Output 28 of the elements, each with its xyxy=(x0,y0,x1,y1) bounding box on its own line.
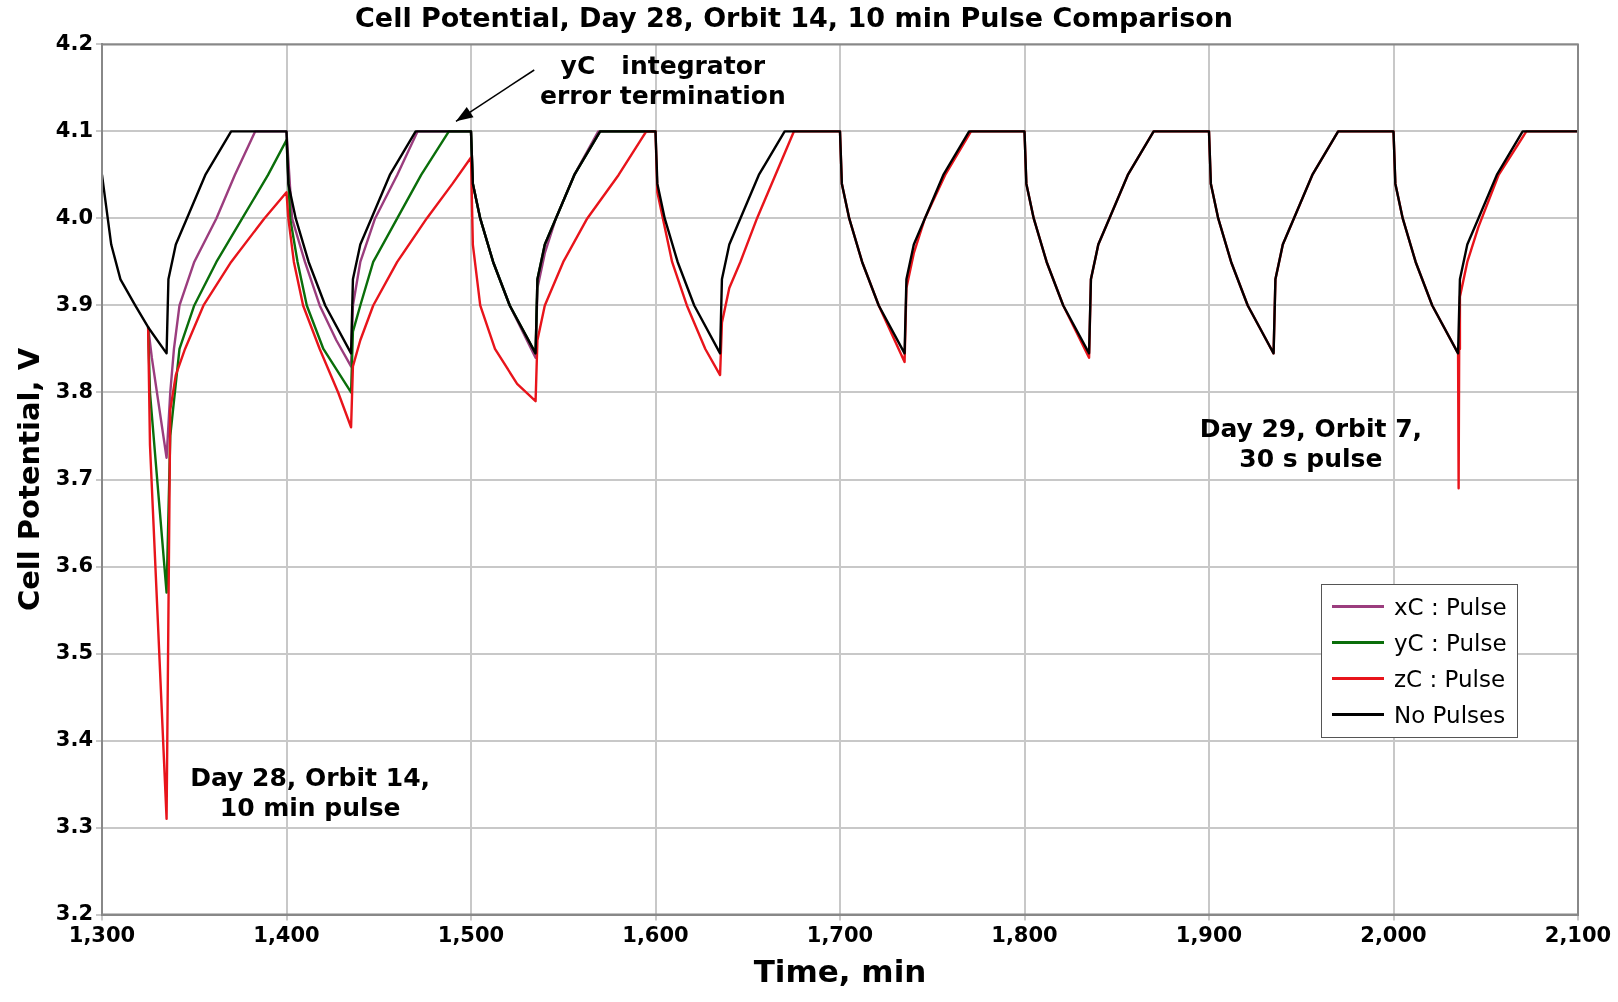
legend-label: No Pulses xyxy=(1394,701,1506,728)
y-tick-label: 3.8 xyxy=(55,378,93,403)
y-tick-label: 3.9 xyxy=(55,291,93,316)
legend-label: zC : Pulse xyxy=(1394,665,1506,692)
y-tick-label: 3.7 xyxy=(55,465,93,490)
x-tick-label: 1,900 xyxy=(1175,922,1243,947)
y-tick-label: 3.6 xyxy=(55,552,93,577)
x-tick-label: 2,100 xyxy=(1544,922,1612,947)
y-tick-label: 3.4 xyxy=(55,727,93,752)
y-axis-title: Cell Potential, V xyxy=(11,347,46,612)
x-tick-label: 2,000 xyxy=(1360,922,1427,947)
legend-label: yC : Pulse xyxy=(1394,629,1507,656)
y-tick-label: 4.1 xyxy=(55,117,93,142)
annotation: yC integrator error termination xyxy=(539,51,786,111)
x-tick-label: 1,700 xyxy=(806,922,874,947)
x-tick-label: 1,600 xyxy=(622,922,689,947)
x-tick-label: 1,400 xyxy=(253,922,320,947)
annotation: Day 29, Orbit 7, 30 s pulse xyxy=(1199,414,1423,474)
y-tick-label: 4.0 xyxy=(55,204,93,229)
x-tick-label: 1,800 xyxy=(991,922,1058,947)
chart-title: Cell Potential, Day 28, Orbit 14, 10 min Pulse Comparison xyxy=(354,2,1234,34)
y-tick-label: 3.5 xyxy=(55,639,93,664)
annotation: Day 28, Orbit 14, 10 min pulse xyxy=(190,763,431,823)
y-tick-label: 3.3 xyxy=(55,814,93,839)
legend-label: xC : Pulse xyxy=(1394,593,1507,620)
x-axis-title: Time, min xyxy=(753,953,927,990)
y-tick-label: 4.2 xyxy=(55,30,93,55)
x-tick-label: 1,500 xyxy=(437,922,505,947)
